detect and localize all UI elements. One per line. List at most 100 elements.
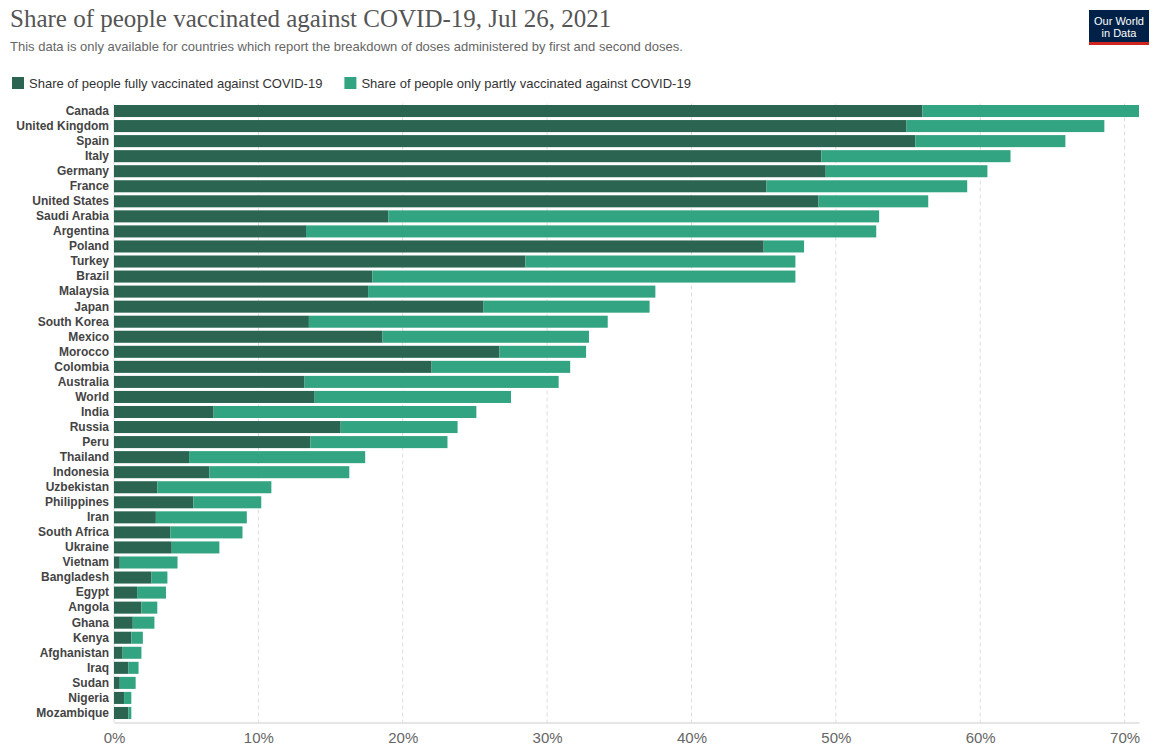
y-tick: Canada xyxy=(66,104,114,118)
bar xyxy=(114,376,305,388)
bar xyxy=(114,587,137,599)
x-tick-label: 60% xyxy=(966,729,996,746)
bar xyxy=(826,165,988,177)
bar xyxy=(114,135,915,147)
y-tick: Kenya xyxy=(73,631,114,645)
category-label: World xyxy=(75,390,109,404)
category-label: Malaysia xyxy=(59,284,109,298)
bar xyxy=(128,662,138,674)
y-tick: Ghana xyxy=(72,616,114,630)
y-tick: Peru xyxy=(82,435,114,449)
series xyxy=(120,105,1139,719)
y-tick: Brazil xyxy=(76,269,114,283)
category-label: United Kingdom xyxy=(16,119,109,133)
y-tick: Australia xyxy=(58,375,114,389)
bar xyxy=(114,286,368,298)
category-label: Russia xyxy=(70,420,110,434)
x-tick: 60% xyxy=(966,723,996,747)
bar xyxy=(120,556,178,568)
category-label: Angola xyxy=(68,600,109,614)
y-tick: Mozambique xyxy=(36,706,114,720)
x-tick-label: 20% xyxy=(388,729,418,746)
bar xyxy=(114,195,819,207)
x-tick: 0% xyxy=(104,723,126,747)
y-tick: Colombia xyxy=(54,360,114,374)
y-tick: Afghanistan xyxy=(40,646,114,660)
bar xyxy=(114,677,120,689)
y-tick: South Africa xyxy=(38,525,114,539)
y-axis: CanadaUnited KingdomSpainItalyGermanyFra… xyxy=(16,104,114,720)
x-tick-label: 0% xyxy=(104,729,126,746)
legend-label: Share of people only partly vaccinated a… xyxy=(361,76,691,91)
grid-line xyxy=(1124,104,1125,723)
category-label: Mexico xyxy=(68,330,109,344)
bar xyxy=(114,662,128,674)
category-label: Germany xyxy=(57,164,109,178)
y-tick: Indonesia xyxy=(53,465,114,479)
y-tick: Philippines xyxy=(45,495,114,509)
bar xyxy=(209,466,349,478)
bar xyxy=(114,602,141,614)
bar xyxy=(114,120,907,132)
y-tick: Egypt xyxy=(76,585,114,599)
grid-line xyxy=(980,104,981,723)
bar xyxy=(114,526,170,538)
bar xyxy=(114,496,193,508)
bar xyxy=(137,587,166,599)
bar xyxy=(383,331,589,343)
y-tick: Russia xyxy=(70,420,114,434)
y-tick: Vietnam xyxy=(63,555,114,569)
bar xyxy=(133,617,155,629)
category-label: Peru xyxy=(82,435,109,449)
bar xyxy=(114,331,383,343)
bar xyxy=(114,255,525,267)
category-label: Egypt xyxy=(76,585,109,599)
bar xyxy=(432,361,571,373)
bar xyxy=(114,391,315,403)
bar xyxy=(114,451,189,463)
bar xyxy=(152,572,168,584)
bar xyxy=(114,180,767,192)
bar xyxy=(114,466,209,478)
series xyxy=(114,105,922,719)
bar xyxy=(114,165,826,177)
category-label: Philippines xyxy=(45,495,109,509)
bar xyxy=(157,481,271,493)
category-label: India xyxy=(81,405,109,419)
x-tick: 10% xyxy=(244,723,274,747)
bar xyxy=(114,361,432,373)
bar xyxy=(114,301,484,313)
y-tick: Saudi Arabia xyxy=(36,209,114,223)
category-label: Bangladesh xyxy=(41,570,109,584)
bar xyxy=(525,255,795,267)
x-tick: 70% xyxy=(1110,723,1140,747)
x-tick-label: 70% xyxy=(1110,729,1140,746)
y-tick: United Kingdom xyxy=(16,119,114,133)
bar xyxy=(114,481,157,493)
category-label: Vietnam xyxy=(63,555,109,569)
bar xyxy=(341,421,458,433)
bar xyxy=(141,602,157,614)
bar xyxy=(767,180,968,192)
bar xyxy=(172,541,220,553)
category-label: Argentina xyxy=(53,224,109,238)
y-tick: Uzbekistan xyxy=(46,480,114,494)
bar xyxy=(114,406,214,418)
legend-label: Share of people fully vaccinated against… xyxy=(29,76,322,91)
logo-background xyxy=(1089,10,1149,45)
subtitle: This data is only available for countrie… xyxy=(10,39,683,54)
bar xyxy=(819,195,929,207)
legend-swatch xyxy=(12,77,24,89)
x-tick: 50% xyxy=(821,723,851,747)
y-tick: Mexico xyxy=(68,330,114,344)
bar xyxy=(120,677,136,689)
y-tick: Argentina xyxy=(53,224,114,238)
bar xyxy=(114,541,172,553)
bar xyxy=(114,511,156,523)
bar xyxy=(114,556,120,568)
category-label: Poland xyxy=(69,239,109,253)
y-tick: Turkey xyxy=(71,254,114,268)
category-label: Australia xyxy=(58,375,110,389)
y-tick: Spain xyxy=(76,134,114,148)
category-label: Mozambique xyxy=(36,706,109,720)
